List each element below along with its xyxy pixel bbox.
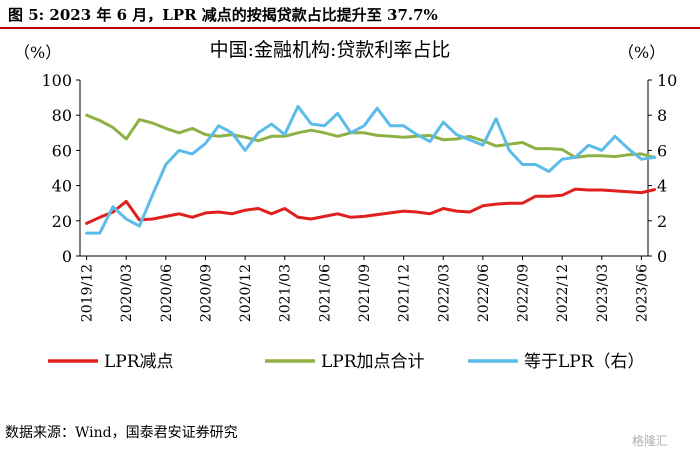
x-tick-label: 2021/03 [278, 264, 294, 322]
right-tick-label: 6 [657, 141, 667, 160]
left-tick-label: 60 [52, 141, 72, 160]
x-tick-label: 2022/06 [476, 264, 492, 322]
source-note: 数据来源：Wind，国泰君安证券研究 [5, 425, 238, 441]
series-line-1 [85, 187, 657, 225]
left-axis-unit: （%） [14, 43, 61, 62]
right-tick-label: 10 [657, 71, 677, 90]
left-tick-label: 40 [52, 177, 72, 196]
right-axis-unit: （%） [618, 43, 665, 62]
watermark: 格隆汇 [632, 434, 669, 448]
x-axis-ticks: 2019/12 2020/03 2020/06 2020/09 2020/12 2021/… [80, 256, 650, 322]
x-tick-label: 2022/12 [555, 264, 571, 322]
x-tick-label: 2022/03 [436, 264, 452, 322]
x-tick-label: 2023/06 [634, 264, 650, 322]
series-line-3 [85, 104, 657, 235]
right-axis-ticks: 0 2 4 6 8 10 [648, 71, 677, 266]
x-tick-label: 2021/12 [397, 264, 413, 322]
x-tick-label: 2021/09 [357, 264, 373, 322]
right-tick-label: 2 [657, 212, 667, 231]
right-tick-label: 4 [657, 177, 667, 196]
figure-title: 图 5: 2023 年 6 月，LPR 减点的按揭贷款占比提升至 37.7% [8, 6, 438, 24]
left-tick-label: 20 [52, 212, 72, 231]
left-axis-ticks: 0 20 40 60 80 100 [41, 71, 80, 266]
legend: LPR减点 LPR加点合计 等于LPR（右） [48, 352, 645, 372]
right-tick-label: 0 [657, 247, 667, 266]
chart: 中国:金融机构:贷款利率占比 （%） （%） 0 20 40 60 80 100 0 2 4 6… [14, 39, 677, 372]
x-tick-label: 2020/03 [119, 264, 135, 322]
title-rule [0, 27, 700, 29]
chart-title: 中国:金融机构:贷款利率占比 [210, 39, 451, 61]
left-tick-label: 80 [52, 106, 72, 125]
x-tick-label: 2019/12 [80, 264, 96, 322]
left-tick-label: 100 [41, 71, 72, 90]
x-tick-label: 2023/03 [595, 264, 611, 322]
x-tick-label: 2022/09 [516, 264, 532, 322]
left-tick-label: 0 [62, 247, 72, 266]
legend-label-3: 等于LPR（右） [524, 352, 645, 372]
x-tick-label: 2021/06 [317, 264, 333, 322]
legend-label-1: LPR减点 [104, 352, 174, 372]
series-line-2 [85, 113, 657, 159]
right-tick-label: 8 [657, 106, 667, 125]
x-tick-label: 2020/09 [198, 264, 214, 322]
series-lines [85, 104, 657, 235]
x-tick-label: 2020/12 [238, 264, 254, 322]
legend-label-2: LPR加点合计 [321, 352, 425, 372]
x-tick-label: 2020/06 [159, 264, 175, 322]
